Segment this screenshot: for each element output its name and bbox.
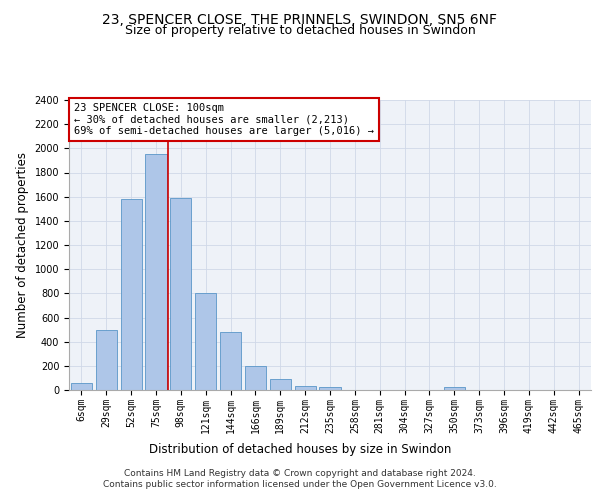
Y-axis label: Number of detached properties: Number of detached properties: [16, 152, 29, 338]
Text: Contains public sector information licensed under the Open Government Licence v3: Contains public sector information licen…: [103, 480, 497, 489]
Bar: [245, 366, 266, 390]
Bar: [170, 198, 191, 390]
Bar: [220, 332, 241, 390]
Bar: [145, 154, 167, 390]
Text: Distribution of detached houses by size in Swindon: Distribution of detached houses by size …: [149, 442, 451, 456]
Text: 23, SPENCER CLOSE, THE PRINNELS, SWINDON, SN5 6NF: 23, SPENCER CLOSE, THE PRINNELS, SWINDON…: [103, 12, 497, 26]
Bar: [96, 330, 117, 390]
Bar: [319, 386, 341, 390]
Bar: [71, 383, 92, 390]
Text: Contains HM Land Registry data © Crown copyright and database right 2024.: Contains HM Land Registry data © Crown c…: [124, 469, 476, 478]
Bar: [444, 388, 465, 390]
Text: 23 SPENCER CLOSE: 100sqm
← 30% of detached houses are smaller (2,213)
69% of sem: 23 SPENCER CLOSE: 100sqm ← 30% of detach…: [74, 103, 374, 136]
Bar: [295, 386, 316, 390]
Bar: [121, 199, 142, 390]
Bar: [195, 294, 216, 390]
Text: Size of property relative to detached houses in Swindon: Size of property relative to detached ho…: [125, 24, 475, 37]
Bar: [270, 379, 291, 390]
